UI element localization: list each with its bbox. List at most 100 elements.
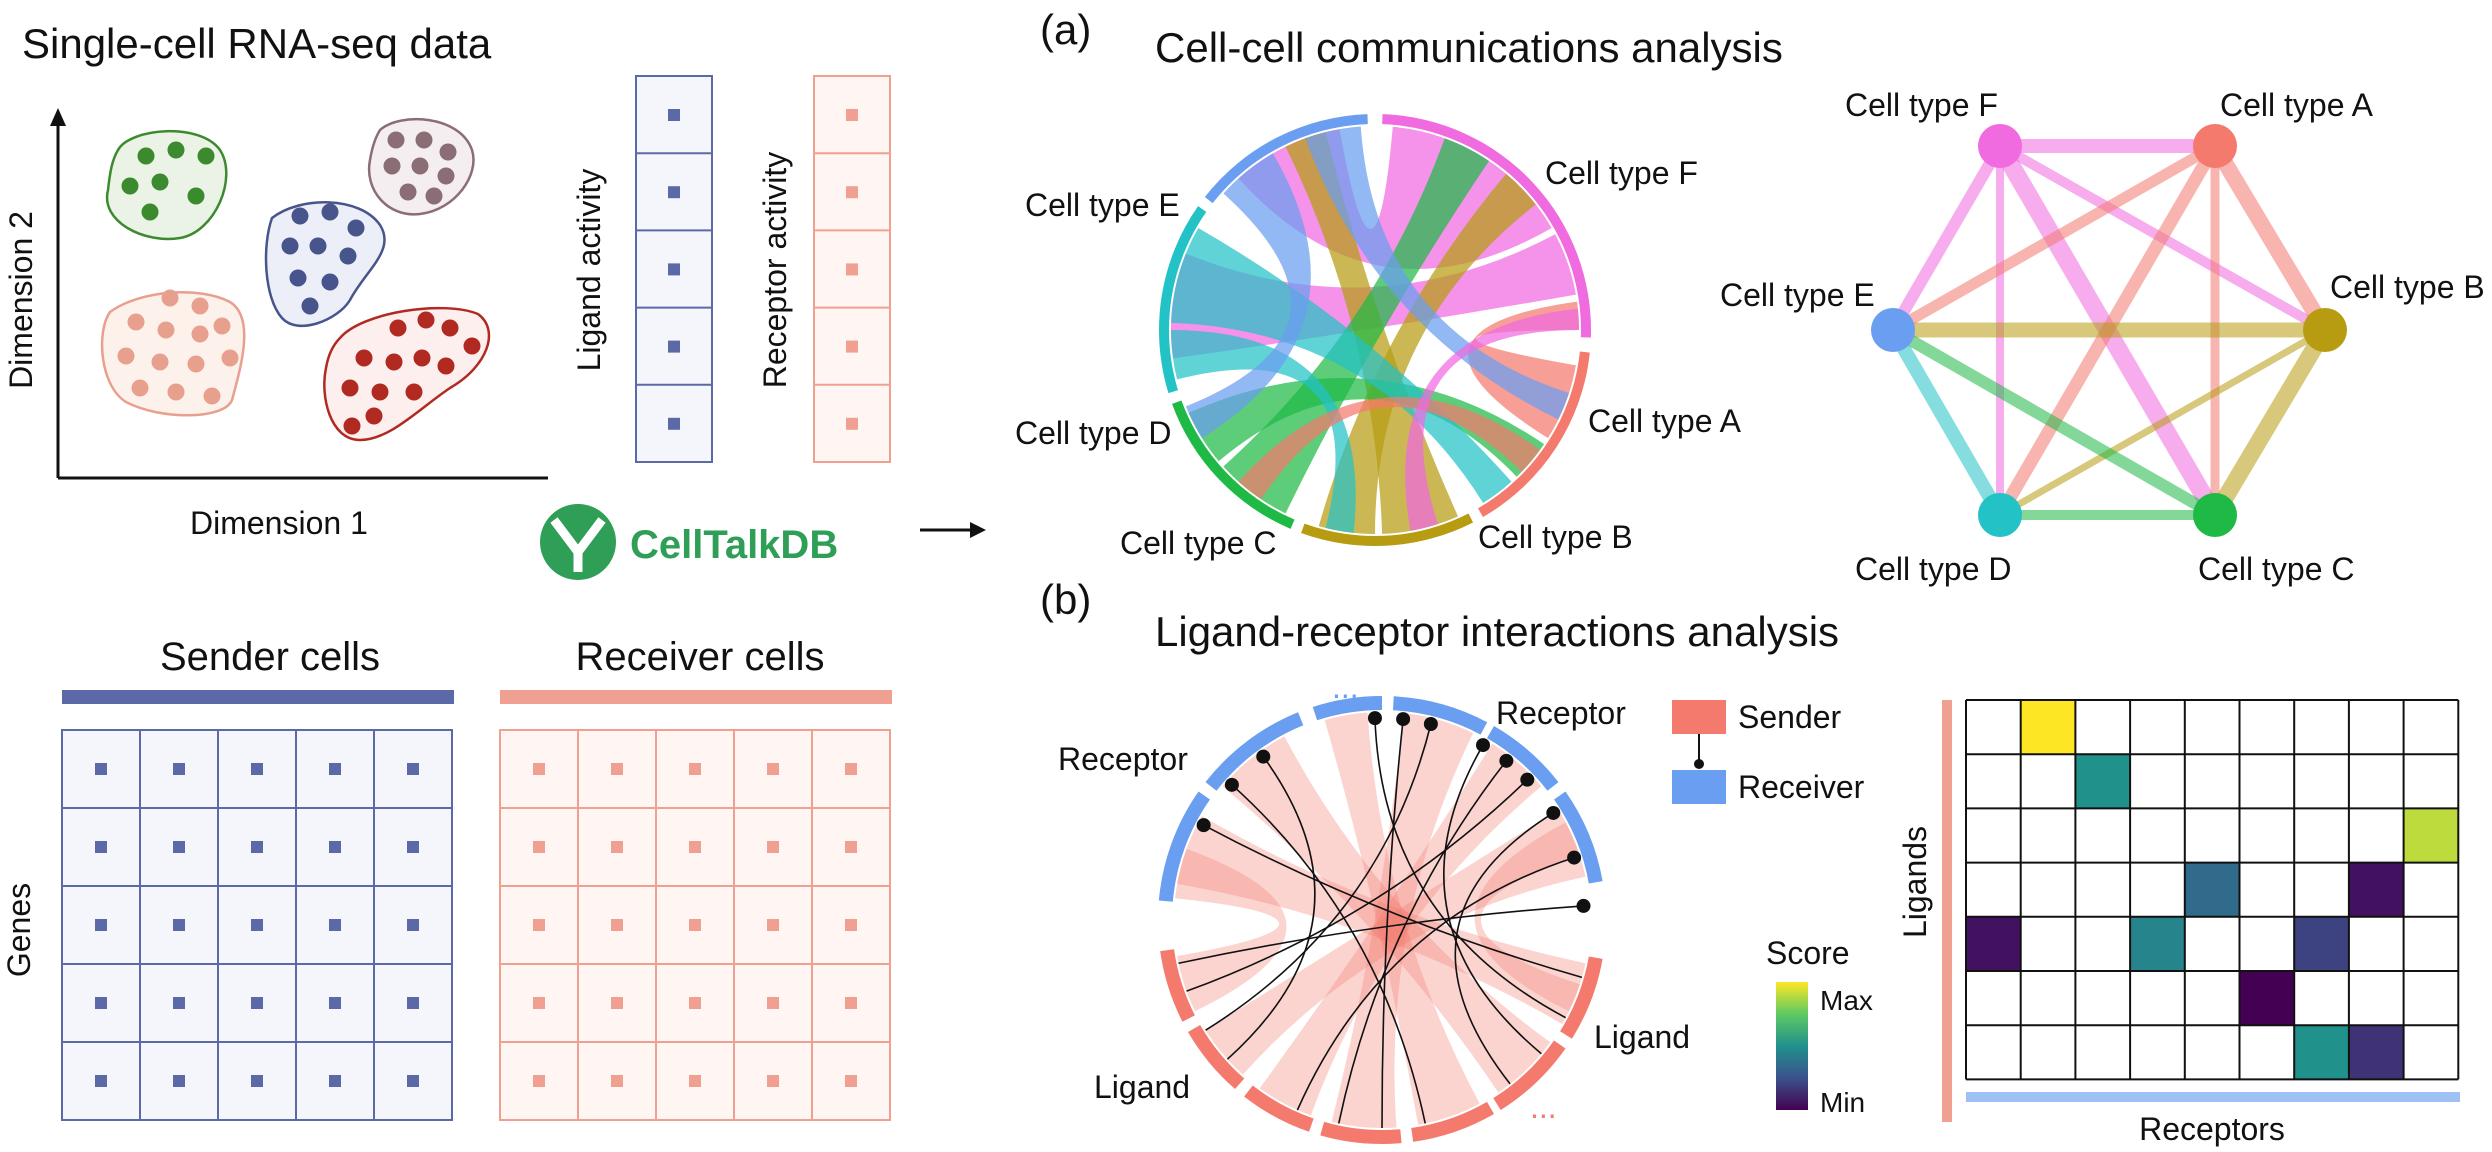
lr-link-dot [1367, 711, 1382, 726]
chord-ribbon [1223, 138, 1490, 514]
matrix-cell-marker [329, 841, 341, 853]
heatmap-cell [2239, 971, 2295, 1026]
cell-dot [415, 131, 433, 149]
matrix-cell-marker [689, 997, 701, 1009]
network-edge [1996, 326, 2329, 519]
receptor-label-right: Receptor [1496, 695, 1626, 731]
lr-link [1337, 760, 1507, 1124]
matrix-cell-marker [95, 841, 107, 853]
lr-heatmap [1965, 699, 2460, 1081]
cell-dot [347, 219, 365, 237]
legend-link-dot-icon [1694, 759, 1704, 769]
matrix-cell-marker [251, 919, 263, 931]
cell-dot [441, 319, 459, 337]
cell-dot [405, 383, 423, 401]
receptor-segment [1487, 726, 1559, 791]
lr-link [1178, 905, 1584, 965]
vector-marker [846, 417, 858, 430]
ligands-bar [1942, 700, 1952, 1122]
cell-dot [383, 157, 401, 175]
ligand-segment [1411, 1101, 1494, 1142]
cell-dot [127, 313, 145, 331]
matrix-cell-marker [689, 763, 701, 775]
heatmap-cell [2075, 754, 2131, 809]
matrix-cell-marker [611, 919, 623, 931]
lr-link-dot [1567, 850, 1582, 865]
matrix-cell-marker [95, 919, 107, 931]
ligand-activity-label: Ligand activity [571, 169, 607, 372]
matrix-cell-marker [845, 1075, 857, 1087]
cell-dot [385, 353, 403, 371]
cell-dot [355, 349, 373, 367]
matrix-cell-marker [173, 997, 185, 1009]
matrix-cell-marker [173, 919, 185, 931]
matrix-cell-marker [533, 1075, 545, 1087]
lr-link [1205, 723, 1432, 1031]
receptor-segment [1312, 696, 1382, 721]
receptors-bar [1966, 1092, 2460, 1102]
score-min-label: Min [1820, 1087, 1865, 1118]
cell-dot [341, 379, 359, 397]
matrix-cell-marker [767, 841, 779, 853]
chord-segment-b [1301, 513, 1474, 546]
cell-dot [371, 383, 389, 401]
chord-label-e: Cell type E [1025, 187, 1180, 223]
network-edge [1887, 140, 2006, 336]
cell-dot [213, 317, 231, 335]
matrix-cell-marker [329, 763, 341, 775]
matrix-cell-marker [329, 1075, 341, 1087]
receptor-label-left: Receptor [1058, 741, 1188, 777]
net-label-e: Cell type E [1720, 277, 1875, 313]
more-receptors-ellipsis: ... [1332, 669, 1359, 705]
matrix-cell-marker [173, 841, 185, 853]
cell-dot [121, 177, 139, 195]
lr-link-dot [1546, 805, 1561, 820]
cluster-red [323, 306, 491, 442]
cell-dot [167, 383, 185, 401]
matrix-cell-marker [251, 1075, 263, 1087]
network-edge [1887, 324, 2221, 521]
heatmap-cell [2294, 916, 2349, 971]
lr-link-dot [1476, 738, 1490, 753]
matrix-cell-marker [611, 1075, 623, 1087]
matrix-cell-marker [407, 919, 419, 931]
network-node-f [1978, 124, 2022, 168]
cell-dot [187, 355, 205, 373]
cell-dot [221, 349, 239, 367]
cell-network [1871, 124, 2347, 537]
lr-link-dot [1224, 777, 1239, 792]
chord-ribbon [1185, 153, 1311, 439]
chord-segment-e [1204, 114, 1368, 204]
cell-dot [289, 269, 307, 287]
chord-ribbon [1318, 173, 1536, 534]
panel-a: (a) Cell-cell communications analysis Ce… [1015, 6, 2485, 587]
cell-dot [291, 207, 309, 225]
receptor-segment [1392, 696, 1488, 735]
network-edge [1886, 323, 2007, 522]
cell-dot [167, 141, 185, 159]
vector-marker [668, 340, 680, 353]
cell-dot [389, 319, 407, 337]
sender-bar [62, 690, 454, 704]
y-axis-arrow-icon [50, 108, 66, 126]
scrna-title: Single-cell RNA-seq data [22, 20, 492, 67]
lr-ribbon [1324, 712, 1480, 1125]
panel-a-tag: (a) [1040, 6, 1091, 53]
score-title: Score [1766, 935, 1850, 971]
lr-ribbon [1175, 848, 1287, 1012]
matrix-cell-marker [845, 841, 857, 853]
sender-cells-title: Sender cells [160, 635, 380, 679]
lr-link [1231, 784, 1427, 1124]
cell-dot [151, 173, 169, 191]
cell-dot [161, 289, 179, 307]
chord-segment-c [1172, 400, 1295, 529]
network-edge [1887, 140, 2221, 336]
scrna-panel: Single-cell RNA-seq data Dimension 1 Dim… [1, 20, 986, 1121]
lr-link [1296, 856, 1575, 1111]
cell-dot [117, 347, 135, 365]
ligand-segment [1320, 1121, 1402, 1144]
lr-link-dot [1520, 772, 1535, 787]
ligand-label-left: Ligand [1094, 1069, 1190, 1105]
matrix-cell-marker [95, 763, 107, 775]
